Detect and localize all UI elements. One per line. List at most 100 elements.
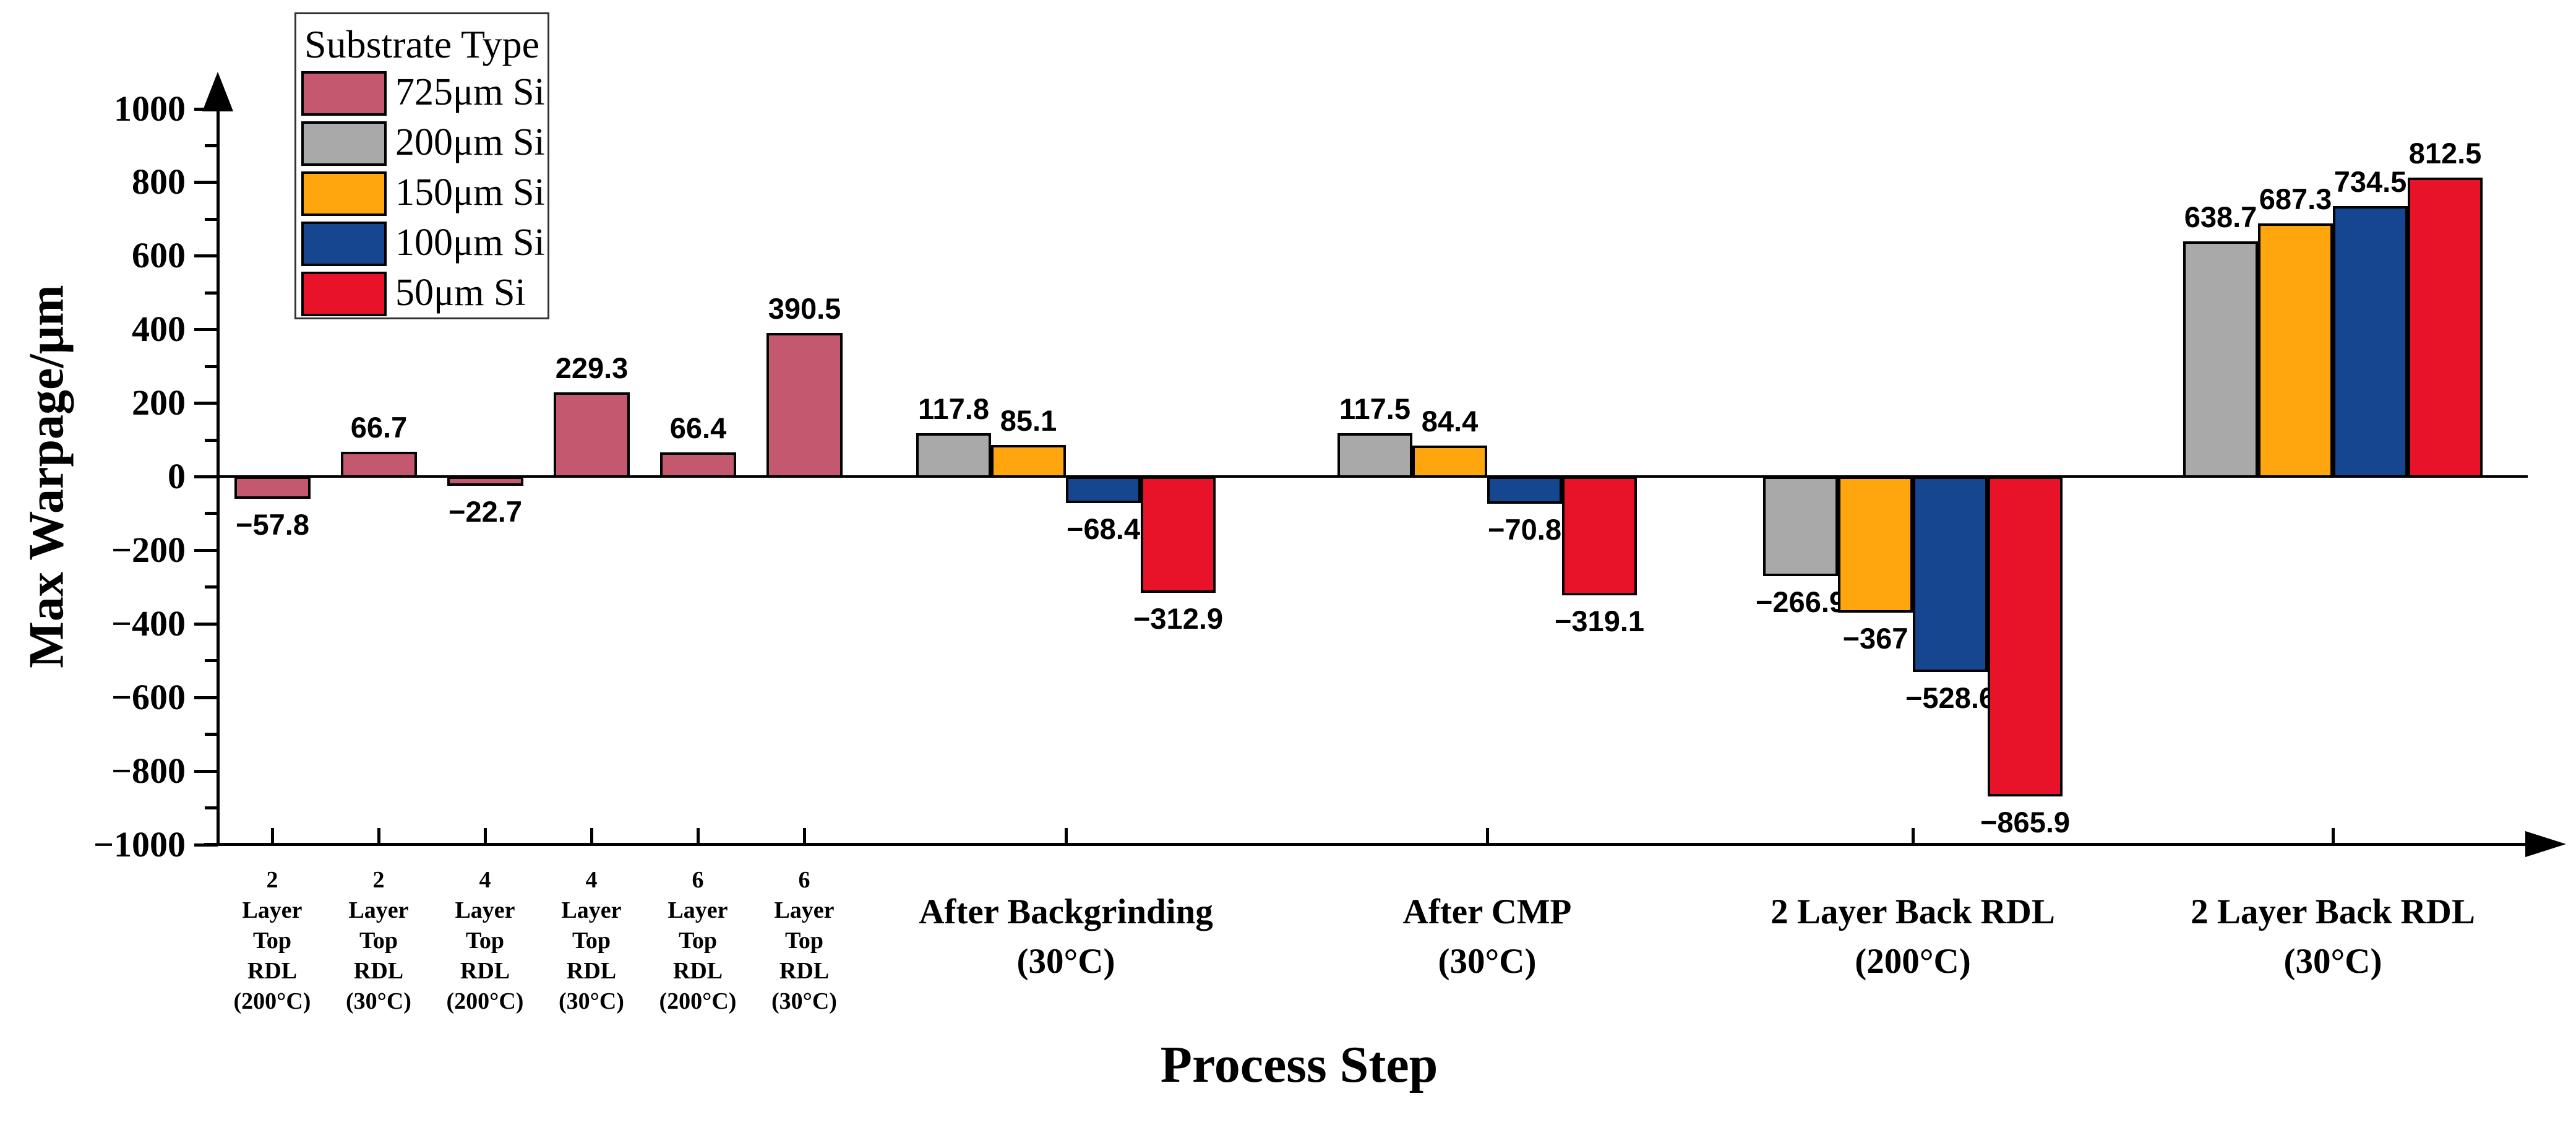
y-axis-major-tick xyxy=(194,475,218,478)
bar-value-label: −266.9 xyxy=(1755,585,1846,618)
bar-150Si-g7 xyxy=(991,445,1066,478)
x-axis-tick xyxy=(1065,828,1068,844)
y-axis-major-tick xyxy=(194,402,218,405)
bar-150Si-g10 xyxy=(2258,223,2333,478)
y-axis-minor-tick xyxy=(205,733,218,736)
x-category-label: 2 Layer Top RDL (200°C) xyxy=(233,867,311,1014)
y-tick-label: −800 xyxy=(111,751,186,791)
x-group-label: 2 Layer Back RDL (30°C) xyxy=(2191,892,2475,981)
bar-200Si-g8 xyxy=(1337,433,1412,478)
bar-value-label: 84.4 xyxy=(1421,405,1479,438)
legend-item-label: 150μm Si xyxy=(395,171,545,213)
y-axis-major-tick xyxy=(194,696,218,699)
y-tick-label: 200 xyxy=(132,382,186,423)
bar-200Si-g7 xyxy=(916,433,991,478)
bar-150Si-g9 xyxy=(1838,477,1913,613)
legend-item-label: 200μm Si xyxy=(395,121,545,163)
x-category-label: 6 Layer Top RDL (30°C) xyxy=(771,867,837,1014)
x-axis-arrow-right-icon xyxy=(2525,831,2566,857)
y-axis-minor-tick xyxy=(205,291,218,295)
bar-50Si-g8 xyxy=(1562,477,1637,595)
y-axis-major-tick xyxy=(194,549,218,552)
x-category-label: 6 Layer Top RDL (200°C) xyxy=(659,867,737,1014)
y-tick-label: 1000 xyxy=(114,88,186,129)
y-axis-major-tick xyxy=(194,254,218,257)
x-axis-title: Process Step xyxy=(1160,1036,1438,1093)
y-tick-label: −1000 xyxy=(93,824,186,865)
bar-value-label: 812.5 xyxy=(2408,137,2482,170)
x-axis-line xyxy=(204,843,2528,846)
x-category-label: 4 Layer Top RDL (30°C) xyxy=(559,867,624,1014)
y-axis-major-tick xyxy=(194,770,218,773)
x-axis-tick xyxy=(590,828,593,844)
bar-value-label: 229.3 xyxy=(555,352,629,384)
x-axis-tick xyxy=(1486,828,1489,844)
x-category-label: 2 Layer Top RDL (30°C) xyxy=(346,867,411,1014)
bar-725Si-g4 xyxy=(554,392,630,478)
y-axis-minor-tick xyxy=(205,439,218,442)
legend-item-label: 725μm Si xyxy=(395,71,545,113)
y-tick-label: −600 xyxy=(111,677,186,717)
x-axis-tick xyxy=(803,828,806,844)
bar-50Si-g9 xyxy=(1988,477,2063,796)
y-axis-major-tick xyxy=(194,181,218,184)
bar-value-label: 734.5 xyxy=(2333,165,2407,198)
legend-swatch-5 xyxy=(301,272,387,316)
x-axis-tick xyxy=(484,828,487,844)
bar-100Si-g7 xyxy=(1066,477,1141,503)
bar-725Si-g2 xyxy=(341,452,417,478)
bar-value-label: 66.4 xyxy=(669,412,727,444)
bar-value-label: −57.8 xyxy=(236,508,309,541)
y-axis-title: Max Warpage/μm xyxy=(19,285,74,668)
bar-value-label: −70.8 xyxy=(1488,513,1561,546)
bar-value-label: −22.7 xyxy=(449,495,522,528)
bar-725Si-g3 xyxy=(447,477,523,486)
x-group-label: After CMP (30°C) xyxy=(1402,892,1572,981)
bar-725Si-g1 xyxy=(234,477,311,499)
legend-swatch-1 xyxy=(301,71,387,116)
bar-value-label: 85.1 xyxy=(1000,404,1057,437)
legend-swatch-2 xyxy=(301,121,387,166)
legend: Substrate Type 725μm Si 200μm Si 150μm Si 1… xyxy=(294,12,549,319)
bar-value-label: 638.7 xyxy=(2184,201,2257,233)
y-tick-label: −200 xyxy=(111,530,186,570)
bar-value-label: 390.5 xyxy=(768,292,841,325)
y-tick-label: −400 xyxy=(111,603,186,644)
x-axis-tick xyxy=(271,828,274,844)
bar-150Si-g8 xyxy=(1412,446,1487,478)
x-axis-tick xyxy=(2332,828,2335,844)
y-axis-major-tick xyxy=(194,843,218,847)
y-axis-minor-tick xyxy=(205,659,218,662)
bar-value-label: −528.6 xyxy=(1905,681,1996,714)
y-axis-minor-tick xyxy=(205,218,218,221)
bar-200Si-g9 xyxy=(1763,477,1838,576)
y-axis-arrow-up-icon xyxy=(202,72,233,111)
legend-item-label: 50μm Si xyxy=(395,272,526,314)
bar-50Si-g10 xyxy=(2408,178,2483,478)
y-tick-label: 600 xyxy=(132,235,186,275)
y-axis-minor-tick xyxy=(205,806,218,809)
y-axis-minor-tick xyxy=(205,144,218,147)
y-axis-major-tick xyxy=(194,108,218,111)
y-tick-label: 400 xyxy=(132,309,186,349)
bar-value-label: 117.8 xyxy=(917,392,990,425)
bar-value-label: −68.4 xyxy=(1067,512,1140,545)
y-axis-major-tick xyxy=(194,623,218,626)
y-axis-minor-tick xyxy=(205,512,218,515)
bar-50Si-g7 xyxy=(1141,477,1216,593)
bar-value-label: 117.5 xyxy=(1339,392,1411,425)
x-axis-tick xyxy=(697,828,700,844)
bar-value-label: 687.3 xyxy=(2259,183,2332,215)
y-axis-minor-tick xyxy=(205,365,218,368)
y-tick-label: 800 xyxy=(132,162,186,202)
x-axis-tick xyxy=(1912,828,1915,844)
y-axis-major-tick xyxy=(194,328,218,331)
bar-value-label: −865.9 xyxy=(1980,806,2071,839)
bar-value-label: 66.7 xyxy=(350,411,408,444)
legend-item-label: 100μm Si xyxy=(395,222,545,264)
bar-value-label: −319.1 xyxy=(1554,605,1645,637)
bar-725Si-g6 xyxy=(766,333,843,478)
bar-200Si-g10 xyxy=(2183,241,2258,478)
x-group-label: 2 Layer Back RDL (200°C) xyxy=(1771,892,2055,981)
